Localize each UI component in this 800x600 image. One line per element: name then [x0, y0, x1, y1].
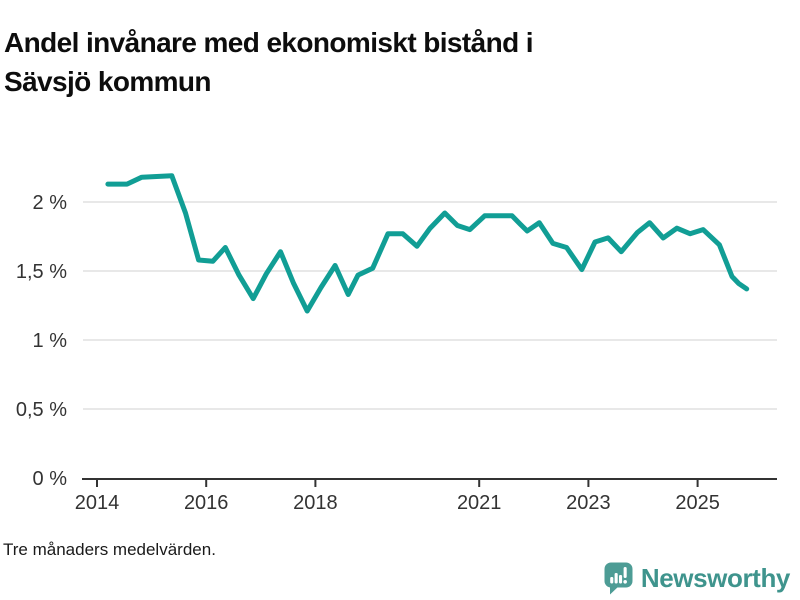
y-tick-label: 1 % — [33, 330, 68, 352]
chart-title-line2: Sävsjö kommun — [4, 65, 212, 97]
y-tick-label: 0 % — [33, 468, 68, 490]
y-tick-label: 2 % — [33, 192, 68, 214]
line-chart: 0 % 0,5 % 1 % 1,5 % 2 % 2014 2016 2018 2021 2023… — [0, 150, 800, 530]
y-tick-label: 0,5 % — [16, 399, 67, 421]
y-tick-label: 1,5 % — [16, 261, 67, 283]
x-tick-label: 2018 — [293, 492, 338, 514]
newsworthy-logo-text: Newsworthy — [640, 563, 791, 593]
chart-footnote: Tre månaders medelvärden. — [3, 540, 216, 559]
x-tick-label: 2023 — [566, 492, 611, 514]
data-series-line — [105, 173, 750, 314]
line-chart-svg: 0 % 0,5 % 1 % 1,5 % 2 % 2014 2016 2018 2021 2023… — [16, 173, 777, 514]
newsworthy-logo: Newsworthy — [604, 562, 790, 595]
newsworthy-speech-bubble-barchart-icon — [604, 562, 633, 595]
chart-title-line1: Andel invånare med ekonomiskt bistånd i — [4, 26, 534, 58]
x-axis-ticks — [96, 480, 699, 487]
series-line — [105, 173, 750, 314]
y-axis-tick-labels: 0 % 0,5 % 1 % 1,5 % 2 % — [16, 192, 67, 490]
chart-title: Andel invånare med ekonomiskt bistånd i … — [4, 23, 534, 101]
gridlines — [83, 201, 777, 410]
x-tick-label: 2021 — [457, 492, 502, 514]
x-tick-label: 2014 — [75, 492, 120, 514]
x-tick-label: 2025 — [675, 492, 720, 514]
x-tick-label: 2016 — [184, 492, 229, 514]
x-axis-tick-labels: 2014 2016 2018 2021 2023 2025 — [75, 492, 720, 514]
